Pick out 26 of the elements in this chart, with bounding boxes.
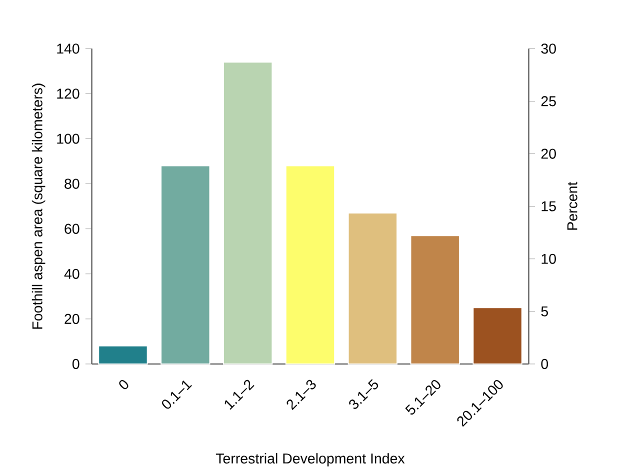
y-tick-label: 120 (57, 88, 80, 99)
y-tick-label: 80 (64, 178, 80, 189)
bar (410, 235, 460, 364)
y-axis-title: Foothill aspen area (square kilometers) (32, 84, 46, 329)
bar (160, 165, 210, 364)
x-tick-label: 0 (119, 380, 128, 390)
bar (223, 62, 273, 364)
y2-tick-label: 0 (541, 358, 548, 370)
y2-tick-label: 15 (542, 201, 556, 212)
y2-axis-title: Percent (567, 182, 578, 230)
y-tick-label: 0 (72, 358, 80, 370)
x-axis-title: Terrestrial Development Index (216, 453, 405, 466)
bar (472, 307, 522, 364)
y2-tick-label: 10 (542, 254, 556, 264)
y-tick-label: 140 (57, 44, 80, 54)
y2-tick-label: 25 (541, 96, 556, 106)
y2-tick-label: 20 (541, 148, 556, 159)
y-tick-label: 60 (64, 224, 80, 234)
bar (98, 345, 148, 364)
bar (285, 165, 336, 364)
y-tick-label: 100 (57, 134, 80, 144)
y-tick-label: 40 (64, 268, 80, 279)
y2-tick-label: 30 (541, 44, 556, 54)
bar (348, 212, 398, 364)
y-tick-label: 20 (64, 314, 80, 324)
y2-tick-label: 5 (541, 306, 548, 316)
